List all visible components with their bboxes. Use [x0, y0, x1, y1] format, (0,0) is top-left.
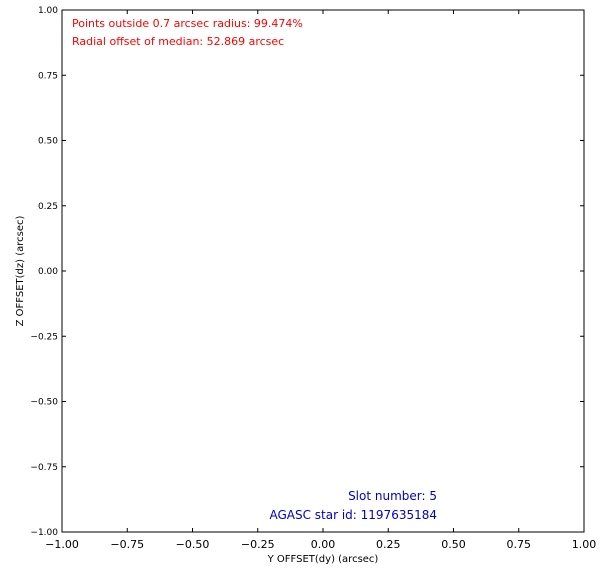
y-tick-label: −1.00 [30, 528, 58, 538]
x-tick-label: 0.75 [507, 538, 532, 551]
x-tick-label: −1.00 [45, 538, 79, 551]
y-axis-title: Z OFFSET(dz) (arcsec) [15, 216, 26, 327]
x-tick-label: −0.75 [110, 538, 144, 551]
agasc-star-id-annotation: AGASC star id: 1197635184 [269, 508, 437, 522]
x-tick-label: 0.25 [376, 538, 401, 551]
x-tick-label: 1.00 [572, 538, 597, 551]
y-tick-label: 0.25 [38, 202, 58, 212]
x-tick-label: −0.50 [176, 538, 210, 551]
y-tick-label: −0.25 [30, 332, 58, 342]
x-tick-label: 0.00 [311, 538, 336, 551]
radial-offset-annotation: Radial offset of median: 52.869 arcsec [72, 35, 284, 48]
y-axis-ticks: −1.00 −0.75 −0.50 −0.25 0.00 0.25 0.50 0.75 1.00 [30, 6, 584, 538]
slot-number-annotation: Slot number: 5 [348, 489, 437, 503]
y-tick-label: 1.00 [38, 6, 58, 16]
plot-area [61, 9, 585, 533]
y-tick-label: −0.50 [30, 398, 58, 408]
points-outside-annotation: Points outside 0.7 arcsec radius: 99.474… [72, 17, 303, 30]
y-tick-label: −0.75 [30, 463, 58, 473]
x-tick-label: 0.50 [441, 538, 466, 551]
x-axis-ticks: −1.00 −0.75 −0.50 −0.25 0.00 0.25 0.50 0.75 1.00 [45, 10, 596, 551]
y-tick-label: 0.75 [38, 71, 58, 81]
y-tick-label: 0.00 [38, 267, 58, 277]
x-axis-title: Y OFFSET(dy) (arcsec) [267, 554, 379, 565]
x-tick-label: −0.25 [241, 538, 275, 551]
y-tick-label: 0.50 [38, 137, 58, 147]
